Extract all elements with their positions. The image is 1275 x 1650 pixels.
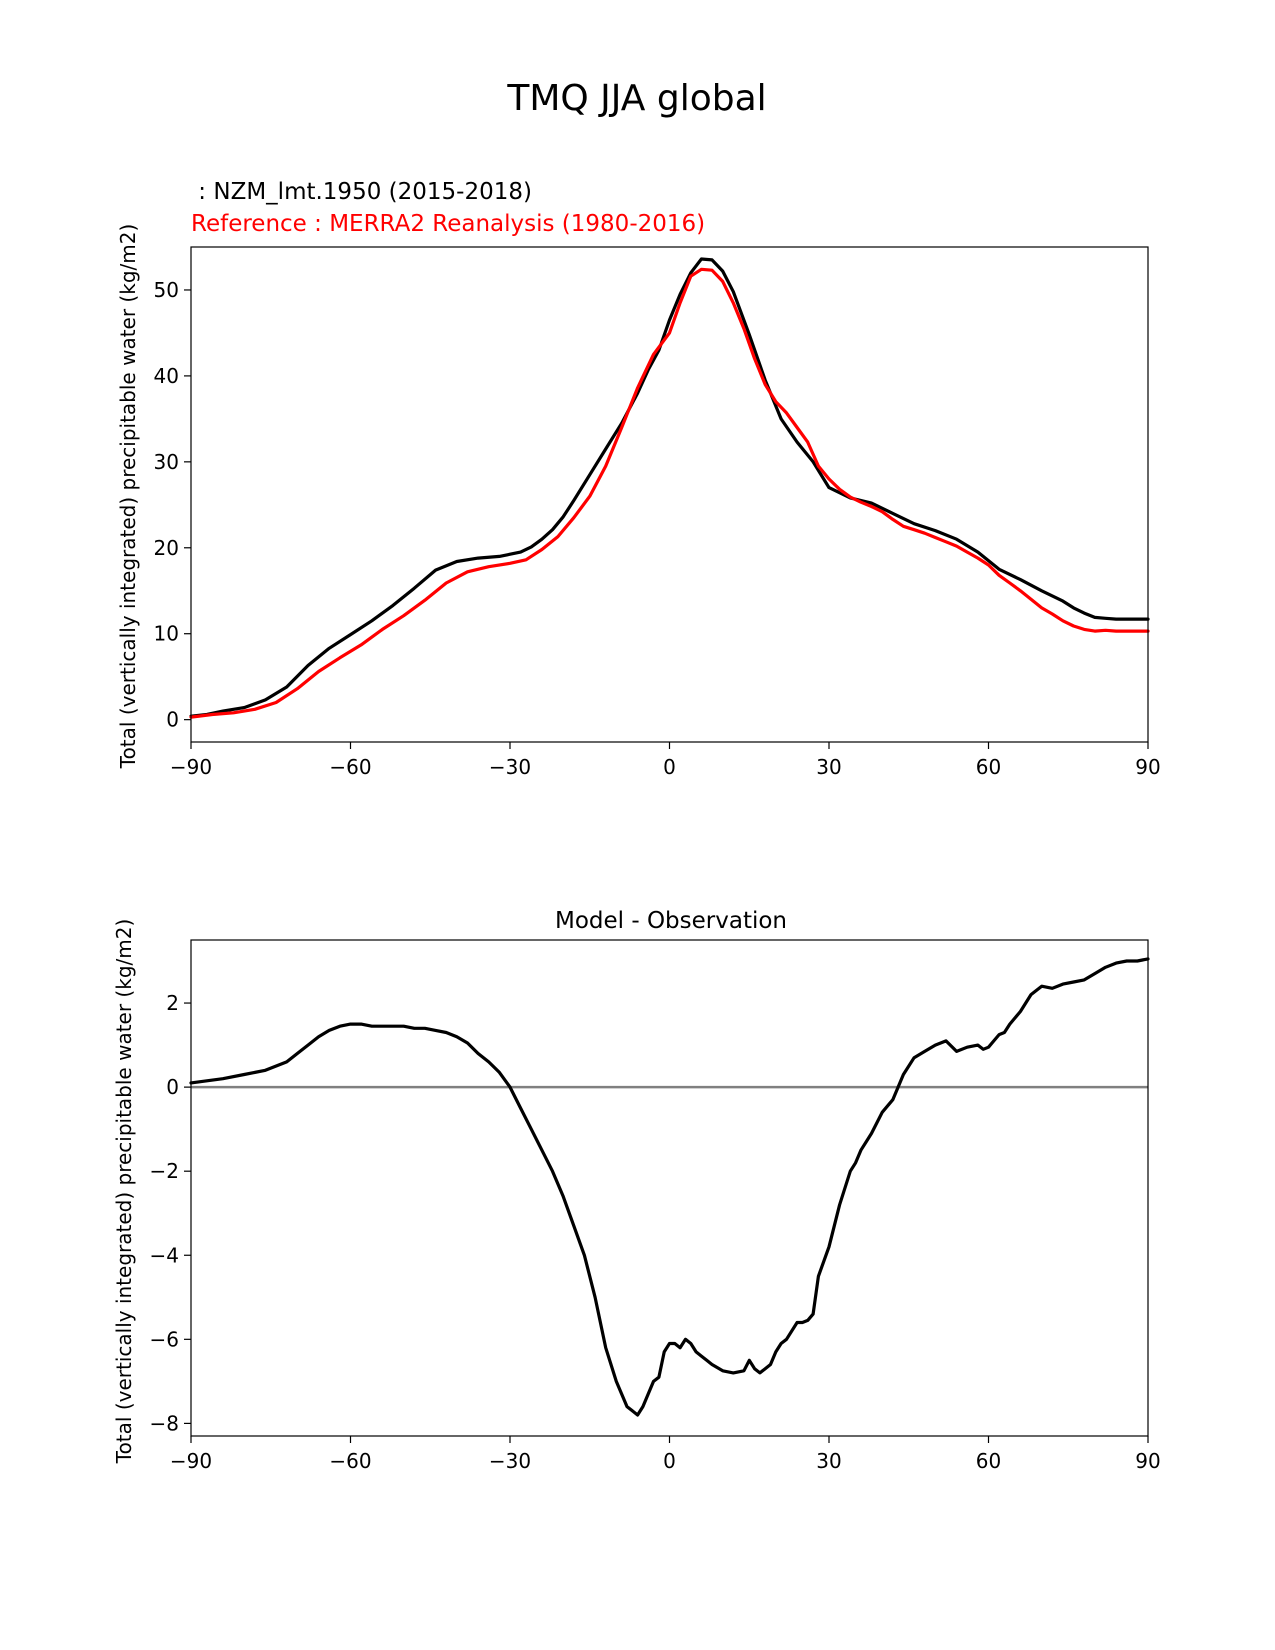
bottom-chart-y-tick-label: 0 (166, 1075, 179, 1099)
bottom-chart-x-tick-label: 60 (976, 1449, 1001, 1473)
bottom-chart-y-tick-label: 2 (166, 991, 179, 1015)
bottom-chart-x-tick-label: 90 (1135, 1449, 1160, 1473)
bottom-chart-title: Model - Observation (555, 908, 787, 934)
bottom-chart-y-tick-label: −2 (150, 1159, 179, 1183)
top-chart-plot-area: −90 −60 −30 0 30 60 90 0 10 20 30 40 50 (154, 246, 1161, 779)
top-chart-x-tick-label: −30 (489, 755, 531, 779)
top-chart-series-model-line (189, 257, 1150, 718)
bottom-chart-x-tick-label: −60 (329, 1449, 371, 1473)
top-chart-x-tick-label: −60 (329, 755, 371, 779)
top-chart-y-axis-label: Total (vertically integrated) precipitab… (116, 224, 140, 770)
top-chart-series-reference-line (189, 267, 1150, 719)
top-chart-x-tick-label: 30 (816, 755, 841, 779)
top-chart-y-tick-label: 50 (154, 278, 179, 302)
top-chart-test-label: : NZM_lmt.1950 (2015-2018) (191, 179, 532, 205)
top-chart-x-tick-label: 60 (976, 755, 1001, 779)
top-chart: : NZM_lmt.1950 (2015-2018) Reference : M… (116, 179, 1161, 779)
bottom-chart-y-tick-label: −6 (150, 1327, 179, 1351)
top-chart-y-tick-label: 10 (154, 622, 179, 646)
top-chart-reference-label: Reference : MERRA2 Reanalysis (1980-2016… (191, 211, 705, 237)
bottom-chart-series-model-line (189, 957, 1150, 1417)
bottom-chart: Model - Observation Total (vertically in… (112, 908, 1161, 1473)
top-chart-x-tick-label: 0 (663, 755, 676, 779)
top-chart-y-tick-label: 20 (154, 536, 179, 560)
top-chart-x-tick-label: 90 (1135, 755, 1160, 779)
bottom-chart-frame (190, 939, 1149, 1437)
top-chart-x-tick-label: −90 (170, 755, 212, 779)
top-chart-y-tick-label: 40 (154, 364, 179, 388)
bottom-chart-x-tick-label: 30 (816, 1449, 841, 1473)
bottom-chart-y-tick-label: −4 (150, 1243, 179, 1267)
bottom-chart-x-tick-label: −30 (489, 1449, 531, 1473)
figure-title: TMQ JJA global (506, 78, 766, 119)
bottom-chart-y-tick-label: −8 (150, 1411, 179, 1435)
top-chart-y-tick-label: 0 (166, 708, 179, 732)
bottom-chart-plot-area: −90 −60 −30 0 30 60 90 −8 −6 −4 −2 0 2 (150, 939, 1161, 1473)
bottom-chart-x-tick-label: −90 (170, 1449, 212, 1473)
bottom-chart-y-axis-label: Total (vertically integrated) precipitab… (112, 919, 136, 1465)
bottom-chart-x-tick-label: 0 (663, 1449, 676, 1473)
top-chart-y-tick-label: 30 (154, 450, 179, 474)
